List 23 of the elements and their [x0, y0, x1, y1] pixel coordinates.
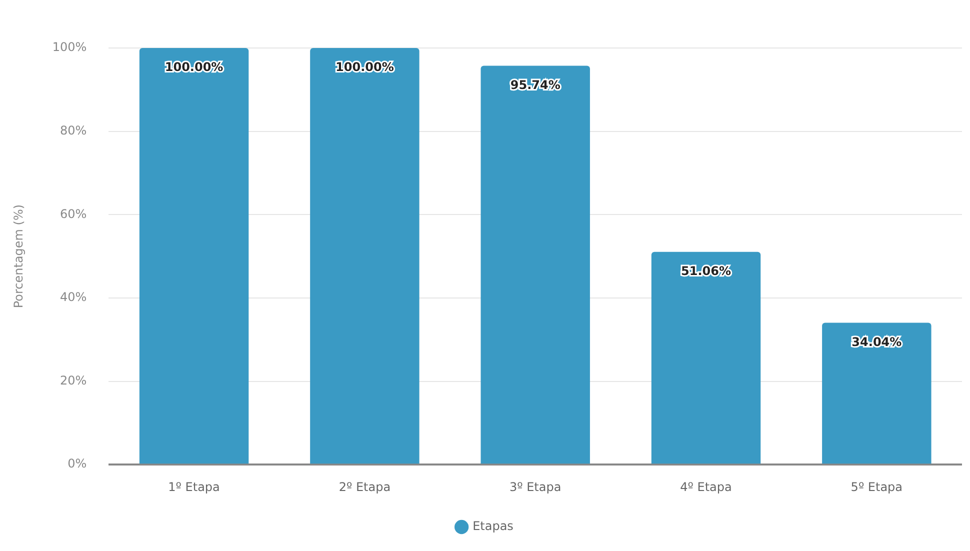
x-tick-label: 3º Etapa [509, 480, 562, 494]
y-tick-label: 40% [60, 290, 87, 304]
data-label: 51.06% [681, 264, 732, 278]
x-tick-label: 1º Etapa [168, 480, 220, 494]
y-tick-label: 20% [60, 373, 87, 388]
y-tick-label: 0% [68, 456, 87, 471]
bar [822, 322, 932, 464]
x-tick-label: 2º Etapa [338, 480, 391, 494]
y-tick-label: 60% [60, 206, 87, 221]
bar [310, 48, 420, 464]
x-tick-label: 5º Etapa [850, 480, 903, 494]
data-label: 100.00% [164, 60, 224, 74]
data-label: 100.00% [336, 60, 394, 74]
bar [651, 252, 761, 464]
bar [480, 66, 590, 464]
data-label: 95.74% [510, 78, 560, 92]
legend-label: Etapas [472, 519, 514, 534]
bar [139, 48, 249, 464]
y-axis-title: Porcentagem (%) [11, 204, 26, 308]
data-label: 34.04% [852, 334, 902, 349]
y-tick-label: 80% [60, 123, 87, 138]
y-tick-label: 100% [52, 40, 87, 54]
x-tick-label: 4º Etapa [680, 480, 732, 494]
